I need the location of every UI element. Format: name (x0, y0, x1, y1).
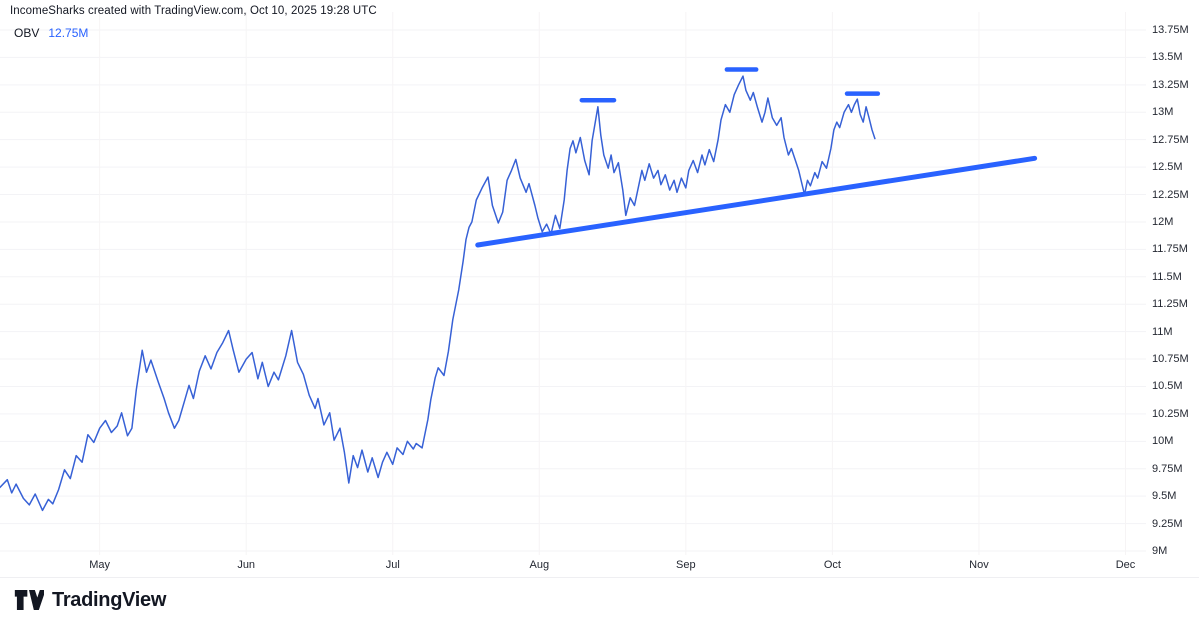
pane-separator (0, 577, 1199, 578)
support-trendline-drawing[interactable] (475, 155, 1038, 248)
chart-attribution: IncomeSharks created with TradingView.co… (10, 5, 377, 17)
y-axis-label: 10.75M (1152, 353, 1189, 366)
x-axis-label: Jun (237, 559, 256, 571)
y-axis-label: 11.75M (1152, 243, 1188, 256)
y-axis-label: 10M (1152, 435, 1174, 448)
indicator-name: OBV (14, 26, 40, 40)
y-axis-label: 11M (1152, 325, 1173, 338)
y-axis-label: 11.25M (1152, 298, 1188, 311)
indicator-legend[interactable]: OBV 12.75M (14, 26, 88, 40)
y-axis-label: 12.5M (1152, 161, 1183, 174)
y-axis-label: 12.25M (1152, 188, 1189, 201)
y-axis-label: 10.5M (1152, 380, 1183, 393)
indicator-last-value: 12.75M (48, 26, 89, 40)
y-axis-label: 10.25M (1152, 407, 1189, 420)
tradingview-logo-text: TradingView (52, 588, 167, 611)
y-axis-label: 12M (1152, 215, 1174, 228)
y-axis-label: 9M (1152, 545, 1168, 557)
x-axis-label: May (89, 559, 111, 571)
x-axis-label: Nov (969, 559, 989, 571)
tradingview-branding[interactable]: TradingView (14, 588, 166, 612)
y-axis-label: 9.25M (1152, 517, 1183, 530)
y-axis-label: 9.5M (1152, 490, 1177, 503)
x-axis-label: Sep (676, 559, 696, 571)
x-axis-label: Jul (385, 559, 400, 571)
y-axis-label: 13.25M (1152, 78, 1189, 91)
y-axis-label: 11.5M (1152, 270, 1182, 283)
y-axis-label: 13M (1152, 106, 1174, 119)
tradingview-logo-icon (14, 590, 44, 610)
y-axis-label: 9.75M (1152, 462, 1183, 475)
x-axis-label: Aug (529, 559, 550, 571)
obv-series-line[interactable] (0, 75, 876, 512)
y-axis-label: 13.5M (1152, 51, 1183, 64)
y-axis-label: 13.75M (1152, 24, 1189, 36)
y-axis-label: 12.75M (1152, 133, 1189, 146)
x-axis-label: Oct (823, 559, 841, 571)
x-axis-label: Dec (1115, 559, 1136, 571)
